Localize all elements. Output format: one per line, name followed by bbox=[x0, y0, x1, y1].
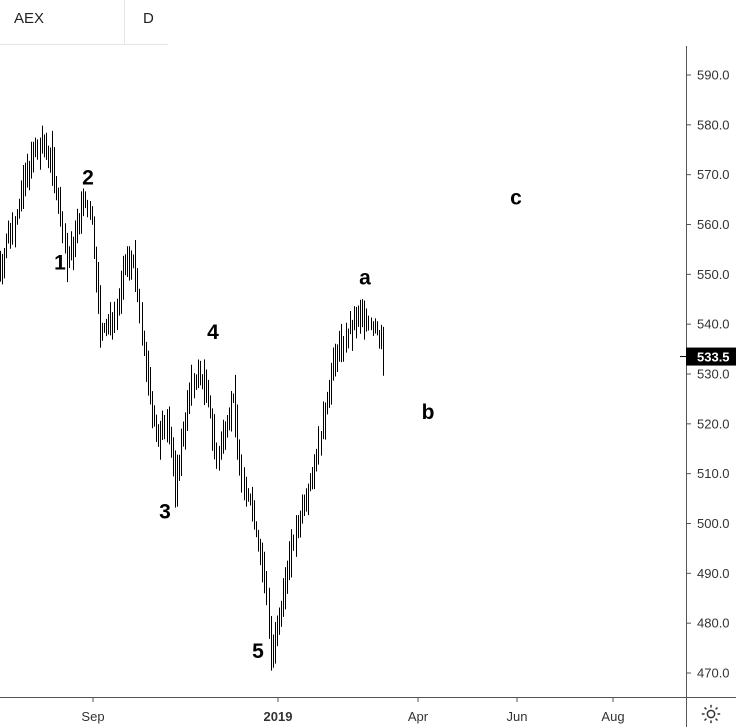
chart-toolbar: AEX D bbox=[0, 0, 168, 45]
last-price-label: 533.5 bbox=[697, 350, 730, 365]
symbol-label[interactable]: AEX bbox=[14, 10, 45, 27]
y-tick-label: 520.0 bbox=[697, 416, 730, 431]
gear-icon[interactable] bbox=[700, 703, 722, 725]
wave-label-b: b bbox=[422, 401, 435, 424]
y-tick-label: 580.0 bbox=[697, 117, 730, 132]
y-tick-label: 540.0 bbox=[697, 317, 730, 332]
y-tick-label: 490.0 bbox=[697, 566, 730, 581]
wave-label-c: c bbox=[510, 187, 522, 210]
y-tick-label: 500.0 bbox=[697, 516, 730, 531]
y-tick-label: 590.0 bbox=[697, 68, 730, 83]
y-tick-label: 530.0 bbox=[697, 367, 730, 382]
y-tick-label: 470.0 bbox=[697, 666, 730, 681]
wave-label-2: 2 bbox=[82, 167, 94, 190]
wave-label-a: a bbox=[359, 266, 371, 289]
wave-label-1: 1 bbox=[54, 251, 66, 274]
y-tick-label: 560.0 bbox=[697, 217, 730, 232]
x-tick-label: Apr bbox=[408, 709, 429, 724]
wave-label-5: 5 bbox=[252, 640, 264, 663]
y-tick-label: 510.0 bbox=[697, 466, 730, 481]
interval-label[interactable]: D bbox=[143, 10, 154, 27]
x-tick-label: Jun bbox=[507, 709, 528, 724]
y-tick-label: 570.0 bbox=[697, 167, 730, 182]
wave-label-4: 4 bbox=[207, 321, 219, 344]
last-price-tag bbox=[686, 347, 736, 366]
wave-label-3: 3 bbox=[159, 501, 171, 524]
y-tick-label: 480.0 bbox=[697, 616, 730, 631]
x-tick-label: 2019 bbox=[264, 709, 293, 724]
x-tick-label: Aug bbox=[601, 709, 624, 724]
toolbar-divider bbox=[124, 0, 125, 44]
x-tick-label: Sep bbox=[81, 709, 104, 724]
y-tick-label: 550.0 bbox=[697, 267, 730, 282]
